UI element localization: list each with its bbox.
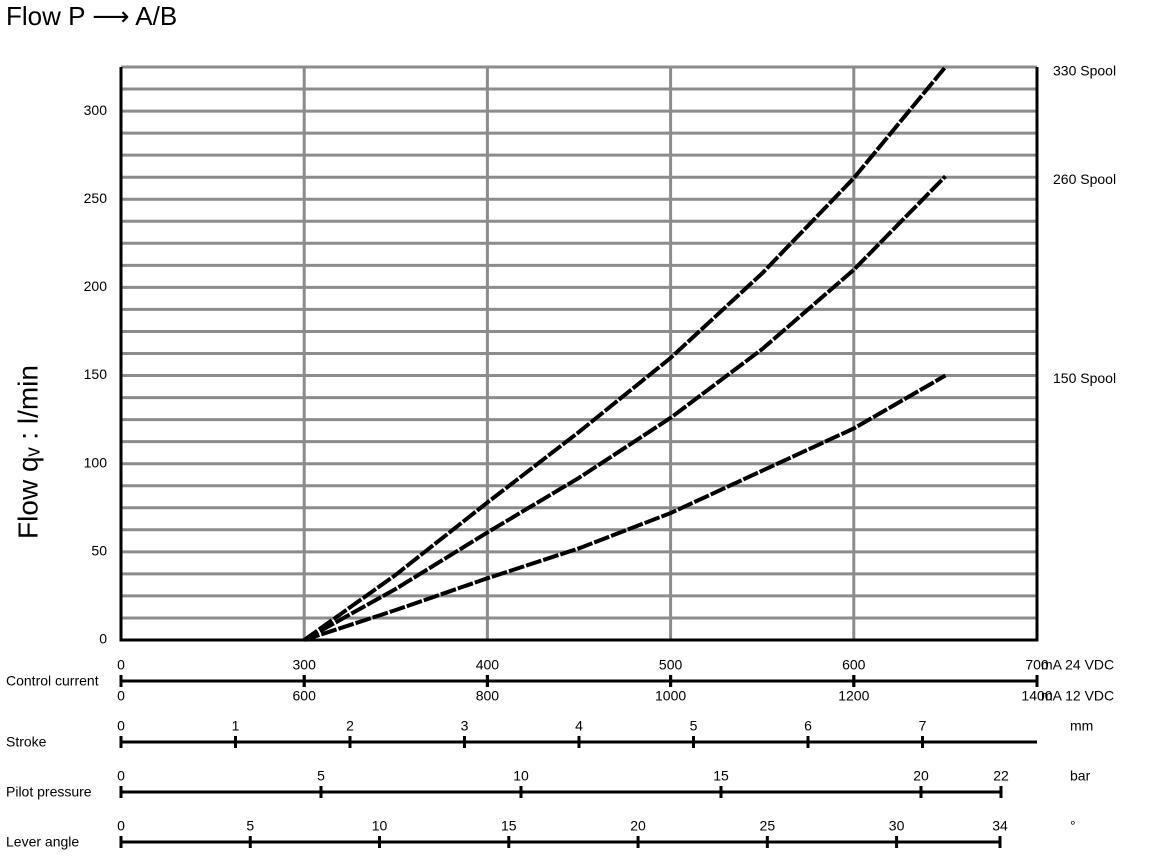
scale-tick-label: 10 [513,768,529,784]
scale-label: Lever angle [6,834,79,850]
scale-tick-label: 5 [246,818,254,834]
scale-label: Stroke [6,734,47,750]
scale-tick-label: 25 [760,818,776,834]
x-tick-label: 600 [293,688,317,704]
x-tick-label: 800 [476,688,500,704]
scale-tick-label: 4 [575,718,583,734]
x-tick-label: 600 [842,657,866,673]
scale-label: Pilot pressure [6,784,92,800]
x-tick-label: 700 [1025,657,1049,673]
scale-tick-label: 10 [372,818,388,834]
y-tick-label: 250 [84,190,108,206]
scale-tick-label: 1 [232,718,240,734]
scale-tick-label: 5 [690,718,698,734]
y-axis-label: Flow qᵥ : l/min [12,365,43,539]
series-label: 330 Spool [1053,63,1116,79]
line-series [303,65,947,642]
series-label: 260 Spool [1053,171,1116,187]
scale-tick-label: 0 [117,768,125,784]
x-tick-label: 1200 [838,688,869,704]
series-label: 150 Spool [1053,370,1116,386]
y-tick-label: 150 [84,366,108,382]
line-series [303,373,947,642]
scale-tick-label: 22 [993,768,1009,784]
scale-tick-label: 34 [992,818,1008,834]
scale-tick-label: 15 [713,768,729,784]
scale-tick-label: 0 [117,818,125,834]
scale-tick-label: 2 [346,718,354,734]
scale-tick-label: 15 [501,818,517,834]
y-tick-label: 50 [91,543,107,559]
x-tick-label: 0 [117,657,125,673]
x-unit: mA 24 VDC [1041,657,1114,673]
x-tick-label: 0 [117,688,125,704]
scale-tick-label: 0 [117,718,125,734]
y-tick-label: 300 [84,102,108,118]
scale-tick-label: 6 [804,718,812,734]
scale-unit: mm [1070,718,1093,734]
scale-tick-label: 20 [630,818,646,834]
x-axis-label: Control current [6,673,99,689]
x-tick-label: 500 [659,657,683,673]
scale-unit: ° [1070,818,1076,834]
scale-tick-label: 5 [317,768,325,784]
scale-tick-label: 30 [889,818,905,834]
plot-frame [119,67,1039,642]
x-tick-label: 1000 [655,688,686,704]
scale-unit: bar [1070,768,1091,784]
y-tick-label: 0 [99,631,107,647]
y-tick-label: 200 [84,278,108,294]
x-tick-label: 400 [476,657,500,673]
line-series [303,174,947,642]
scale-tick-label: 7 [919,718,927,734]
x2-unit: mA 12 VDC [1041,688,1114,704]
scale-tick-label: 20 [913,768,929,784]
x-tick-label: 300 [293,657,317,673]
y-tick-label: 100 [84,454,108,470]
chart-title: Flow P ⟶ A/B [6,1,177,31]
x-tick-label: 1400 [1021,688,1052,704]
scale-tick-label: 3 [461,718,469,734]
